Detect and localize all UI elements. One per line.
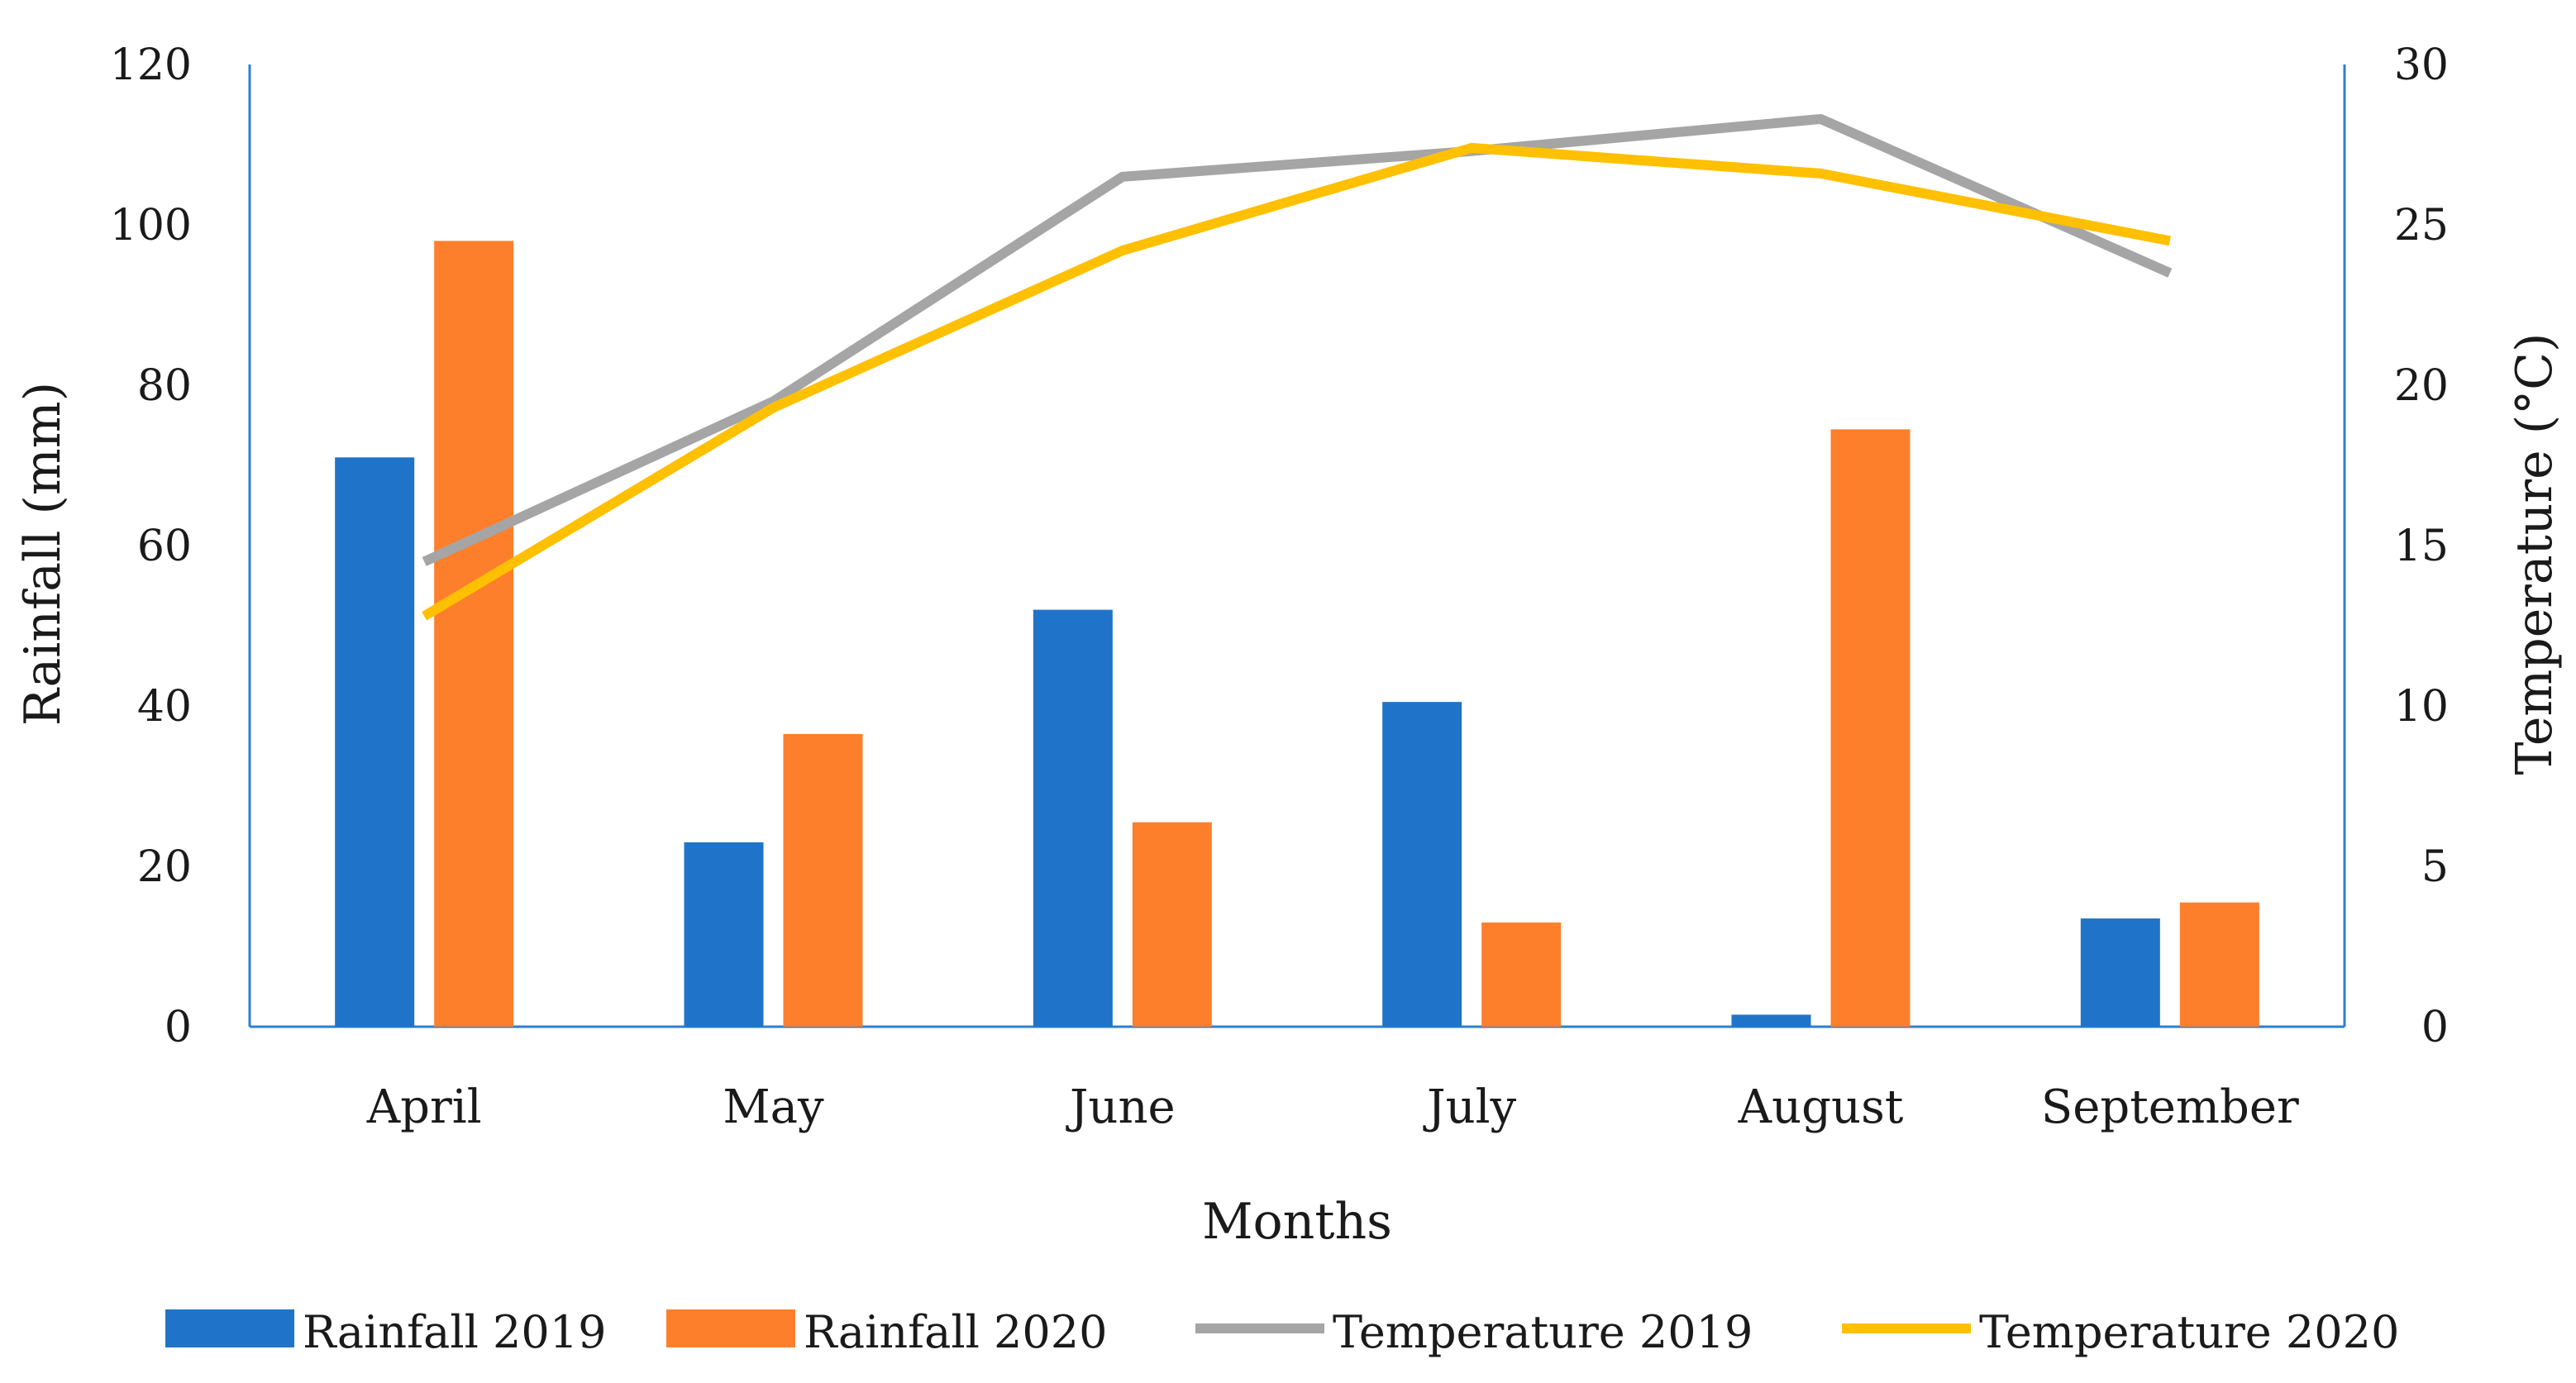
legend-label-rainfall-2020: Rainfall 2020 — [804, 1306, 1107, 1358]
bars — [335, 241, 2259, 1027]
y2-tick-label: 30 — [2394, 41, 2449, 90]
bar-rainfall-2019-july — [1382, 702, 1462, 1027]
bar-rainfall-2019-april — [335, 457, 415, 1027]
y-axis-title: Rainfall (mm) — [14, 382, 72, 726]
x-tick-label: August — [1738, 1080, 1904, 1134]
y-tick-label: 0 — [165, 1003, 192, 1052]
y2-tick-label: 15 — [2394, 522, 2449, 571]
bar-rainfall-2020-september — [2179, 902, 2259, 1027]
bar-rainfall-2020-august — [1830, 429, 1911, 1027]
x-tick-label: April — [366, 1080, 482, 1134]
y-tick-label: 80 — [137, 361, 192, 411]
x-tick-label: September — [2041, 1080, 2299, 1134]
legend-label-temperature-2019: Temperature 2019 — [1333, 1306, 1753, 1358]
legend-swatch-rainfall-2020 — [666, 1309, 795, 1347]
bar-rainfall-2019-may — [684, 842, 764, 1027]
x-tick-label: June — [1066, 1080, 1176, 1134]
x-axis-title: Months — [1202, 1193, 1392, 1251]
y2-tick-label: 5 — [2421, 842, 2449, 892]
y2-tick-label: 0 — [2421, 1003, 2449, 1052]
legend-label-temperature-2020: Temperature 2020 — [1979, 1306, 2399, 1358]
line-temperature-2019 — [422, 113, 2173, 566]
bar-rainfall-2019-september — [2080, 918, 2160, 1027]
y2-tick-label: 25 — [2394, 201, 2449, 250]
y2-tick-label: 10 — [2394, 682, 2449, 732]
bar-rainfall-2019-june — [1033, 609, 1113, 1027]
bar-rainfall-2020-july — [1481, 922, 1562, 1027]
legend-label-rainfall-2019: Rainfall 2019 — [303, 1306, 606, 1358]
x-tick-label: July — [1423, 1080, 1516, 1134]
y-tick-label: 40 — [137, 682, 192, 732]
y2-axis-title: Temperature (°C) — [2506, 333, 2564, 775]
axes: 0 20 40 60 80 100 120 0 5 10 15 20 25 30 April May June J… — [110, 41, 2449, 1134]
y2-tick-label: 20 — [2394, 361, 2449, 411]
bar-rainfall-2020-may — [783, 733, 863, 1027]
line-temperature-2020 — [422, 142, 2171, 621]
legend-swatch-rainfall-2019 — [165, 1309, 294, 1347]
y-tick-label: 60 — [137, 522, 192, 571]
bar-rainfall-2020-june — [1132, 822, 1212, 1027]
bar-rainfall-2019-august — [1731, 1014, 1811, 1027]
bar-rainfall-2020-april — [434, 241, 514, 1027]
x-tick-label: May — [723, 1080, 824, 1134]
lines — [422, 113, 2173, 621]
y-tick-label: 20 — [137, 842, 192, 892]
labels: Months Rainfall (mm) Temperature (°C) — [14, 333, 2564, 1251]
y-tick-label: 100 — [110, 201, 192, 250]
y-tick-label: 120 — [110, 41, 192, 90]
legend: Rainfall 2019 Rainfall 2020 Temperature 20… — [165, 1306, 2399, 1358]
